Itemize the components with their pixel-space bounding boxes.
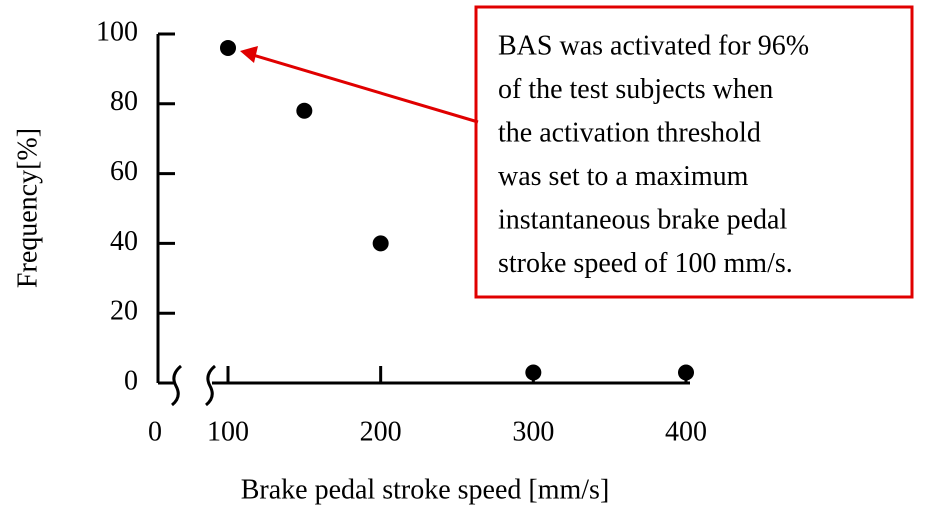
annotation-text: stroke speed of 100 mm/s.: [498, 248, 793, 279]
x-tick-label: 300: [512, 416, 554, 447]
y-tick-label: 100: [96, 16, 138, 47]
annotation-text: instantaneous brake pedal: [498, 204, 787, 235]
y-tick-label: 20: [110, 296, 138, 327]
annotation-box: [474, 5, 914, 299]
annotation-text: was set to a maximum: [498, 161, 749, 192]
axis-break: [171, 364, 182, 407]
point: [525, 364, 542, 381]
annotation-text: the activation threshold: [498, 117, 761, 148]
x-tick-label: 0: [148, 416, 162, 447]
x-tick-label: 400: [665, 416, 707, 447]
y-axis-label: Frequency[%]: [12, 128, 43, 288]
x-tick-label: 200: [360, 416, 402, 447]
point: [372, 235, 389, 252]
y-tick-label: 40: [110, 226, 138, 257]
annotation-arrow: [245, 51, 479, 124]
y-tick-label: 0: [124, 365, 138, 396]
x-axis-label: Brake pedal stroke speed [mm/s]: [241, 474, 610, 505]
y-tick-label: 60: [110, 156, 138, 187]
x-tick-label: 100: [207, 416, 249, 447]
y-tick-label: 80: [110, 86, 138, 117]
point: [220, 39, 236, 56]
annotation-arrowhead: [240, 45, 258, 63]
point: [678, 364, 694, 381]
axis-break: [205, 364, 216, 407]
point: [296, 102, 313, 119]
annotation-text: BAS was activated for 96%: [498, 30, 809, 61]
annotation-text: of the test subjects when: [498, 74, 773, 105]
